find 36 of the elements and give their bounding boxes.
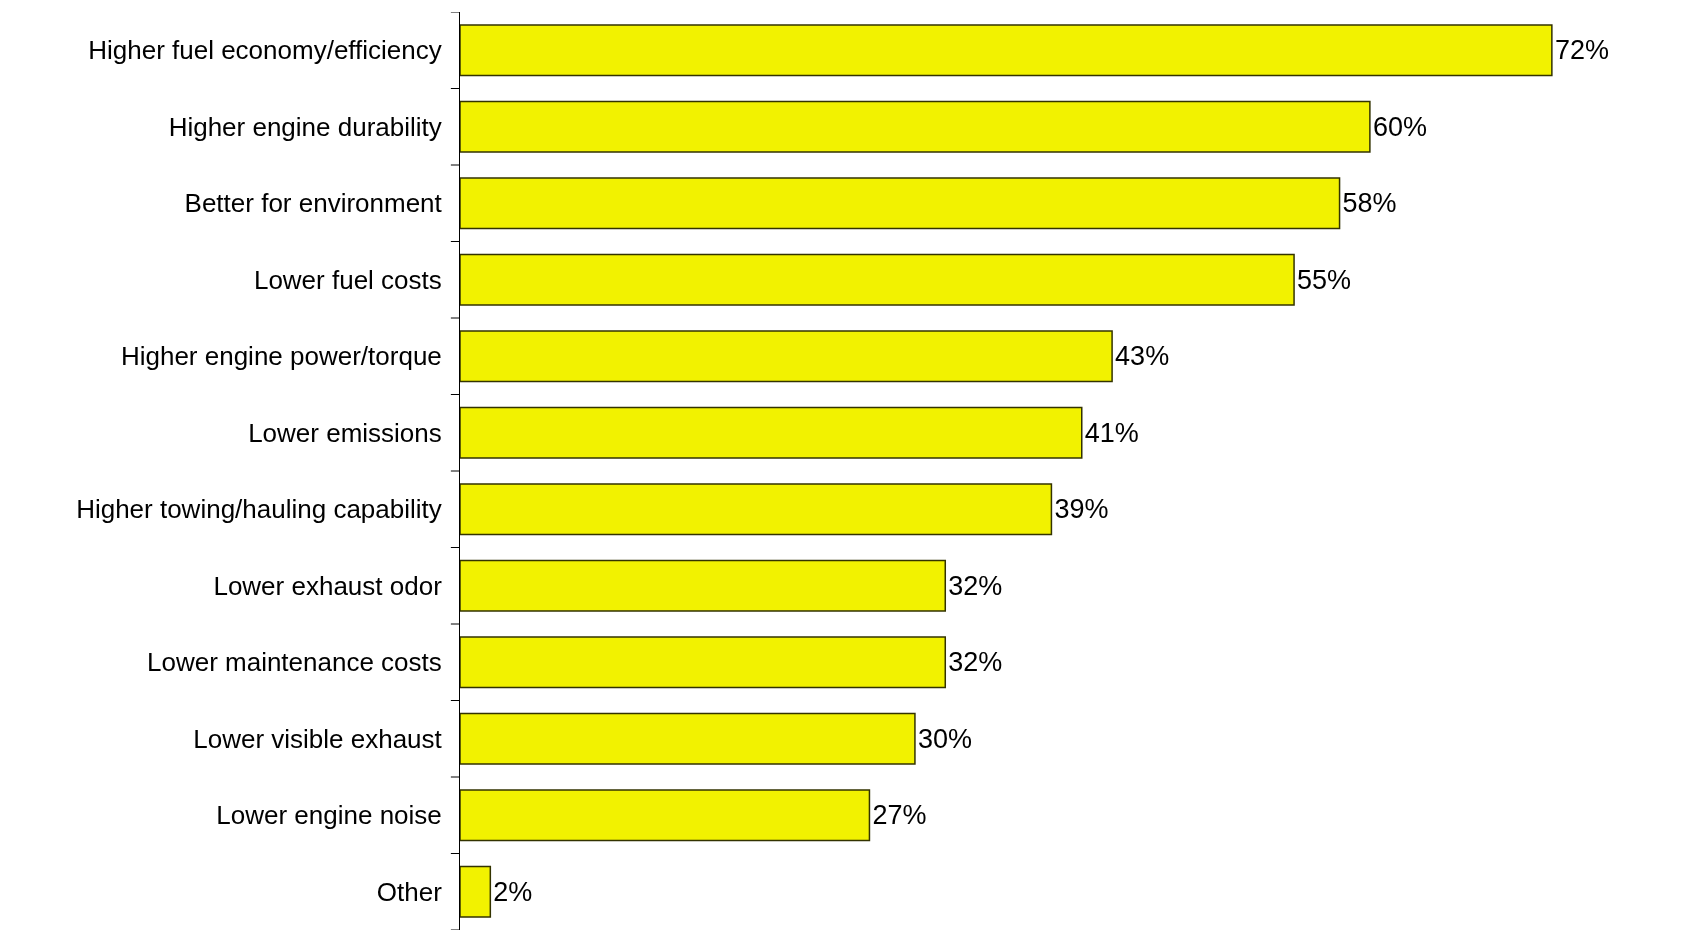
y-tick-label: Higher engine durability	[168, 111, 442, 142]
bar	[460, 789, 871, 842]
data-label: 2%	[493, 876, 533, 907]
y-tick-label: Lower visible exhaust	[193, 723, 443, 754]
data-label: 55%	[1297, 264, 1352, 295]
bar	[460, 406, 1083, 459]
y-tick-label: Higher fuel economy/efficiency	[88, 35, 442, 66]
data-label: 72%	[1554, 35, 1609, 66]
y-tick-label: Higher towing/hauling capability	[76, 494, 442, 525]
bar	[460, 330, 1113, 383]
bar	[460, 100, 1371, 153]
data-label: 39%	[1054, 494, 1109, 525]
y-tick-label: Lower fuel costs	[253, 264, 442, 295]
y-tick-label: Lower exhaust odor	[213, 570, 443, 601]
y-tick-label: Lower emissions	[248, 417, 442, 448]
data-label: 30%	[917, 723, 972, 754]
data-label: 58%	[1342, 188, 1397, 219]
y-tick-label: Other	[376, 876, 443, 907]
bar	[460, 483, 1053, 536]
bar	[460, 253, 1295, 306]
bar	[460, 24, 1553, 77]
y-tick-label: Higher engine power/torque	[120, 341, 442, 372]
data-label: 41%	[1084, 417, 1139, 448]
data-label: 27%	[872, 800, 927, 831]
bar	[460, 559, 947, 612]
bar	[460, 177, 1341, 230]
bar	[460, 865, 492, 918]
y-tick-label: Lower maintenance costs	[146, 647, 442, 678]
data-label: 43%	[1115, 341, 1170, 372]
data-label: 32%	[948, 647, 1003, 678]
bar	[460, 712, 916, 765]
bar	[460, 636, 947, 689]
data-label: 60%	[1372, 111, 1427, 142]
y-tick-label: Better for environment	[184, 188, 443, 219]
data-label: 32%	[948, 570, 1003, 601]
y-tick-label: Lower engine noise	[216, 800, 442, 831]
